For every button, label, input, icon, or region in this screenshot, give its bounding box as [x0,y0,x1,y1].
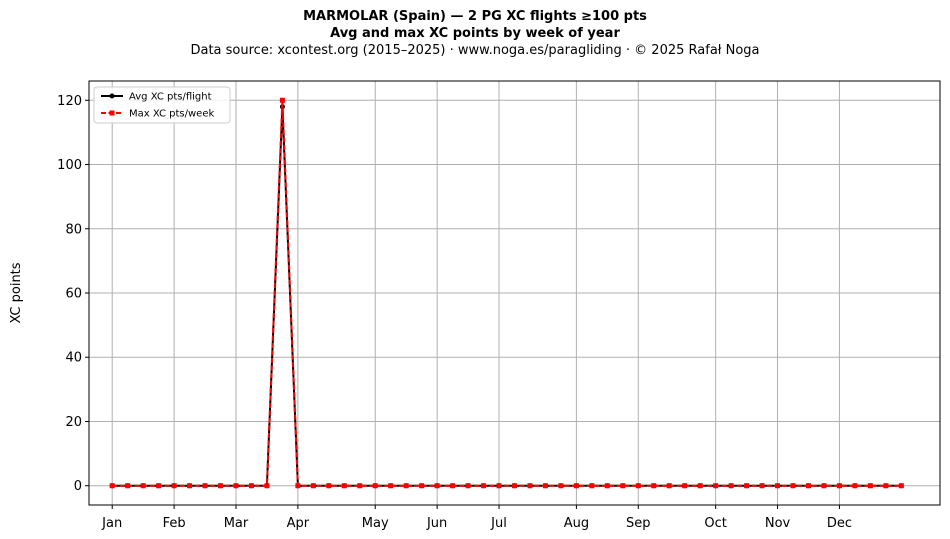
data-point-max [728,483,734,489]
data-point-max [388,483,394,489]
y-tick-label: 60 [65,287,82,302]
data-point-max [883,483,889,489]
data-point-max [790,483,796,489]
data-point-max [218,483,224,489]
x-tick-label: Oct [704,516,726,531]
data-point-max [527,483,533,489]
legend-box [93,86,231,124]
x-tick-label: Dec [827,516,852,531]
data-point-max [666,483,672,489]
x-tick-label: Jun [426,516,447,531]
data-point-max [713,483,719,489]
data-point-max [125,483,131,489]
legend-label-max: Max XC pts/week [129,109,214,120]
data-point-max [589,483,595,489]
data-point-max [697,483,703,489]
data-point-max [403,483,409,489]
legend-label-avg: Avg XC pts/flight [129,92,212,103]
series [109,97,904,489]
data-point-max [465,483,471,489]
data-point-max [620,483,626,489]
data-point-max [604,483,610,489]
data-point-max [187,483,193,489]
data-point-max [821,483,827,489]
data-point-max [867,483,873,489]
x-tick-label: May [362,516,389,531]
x-tick-label: Aug [564,516,589,531]
data-point-max [326,483,332,489]
x-tick-label: Jan [101,516,122,531]
chart-subtitle: Avg and max XC points by week of year [330,26,620,41]
x-tick-label: Nov [765,516,791,531]
data-point-max [573,483,579,489]
axis-ticks: 0 20 40 60 80 100 120 Jan Feb Mar Apr May Jun Jul Aug S… [57,94,852,531]
data-point-max [836,483,842,489]
data-point-max [496,483,502,489]
data-point-max [171,483,177,489]
chart-source: Data source: xcontest.org (2015–2025) · … [190,43,760,58]
data-point-max [357,483,363,489]
data-point-max [542,483,548,489]
data-point-max [744,483,750,489]
x-tick-label: Mar [224,516,249,531]
data-point-max [372,483,378,489]
x-tick-label: Apr [287,516,310,531]
x-tick-label: Feb [163,516,186,531]
chart-title: MARMOLAR (Spain) — 2 PG XC flights ≥100 … [303,9,647,24]
series-line-avg [112,105,902,487]
legend-marker-max [109,110,115,116]
legend-marker-avg [109,93,115,99]
y-axis-label: XC points [9,262,24,323]
data-point-max [109,483,115,489]
data-point-max [156,483,162,489]
data-point-max [775,483,781,489]
legend: Avg XC pts/flight Max XC pts/week [93,86,231,124]
y-tick-label: 20 [65,415,82,430]
data-point-max [651,483,657,489]
data-point-max [248,483,254,489]
data-point-max [635,483,641,489]
data-point-max [759,483,765,489]
y-tick-label: 0 [74,479,82,494]
y-tick-label: 80 [65,222,82,237]
data-point-max [233,483,239,489]
data-point-max [279,97,285,103]
data-point-max [341,483,347,489]
x-tick-label: Jul [490,516,507,531]
series-line-max [112,99,902,487]
data-point-max [558,483,564,489]
data-point-max [310,483,316,489]
data-point-max [202,483,208,489]
y-tick-label: 40 [65,351,82,366]
data-point-max [805,483,811,489]
data-point-max [852,483,858,489]
data-point-max [898,483,904,489]
data-point-max [264,483,270,489]
data-point-max [419,483,425,489]
data-point-max [295,483,301,489]
data-point-max [512,483,517,489]
data-point-max [682,483,688,489]
data-point-max [434,483,440,489]
y-tick-label: 100 [57,158,82,173]
data-point-max [450,483,456,489]
data-point-max [481,483,487,489]
x-tick-label: Sep [626,516,651,531]
y-tick-label: 120 [57,94,82,109]
grid [89,81,940,505]
data-point-max [140,483,146,489]
